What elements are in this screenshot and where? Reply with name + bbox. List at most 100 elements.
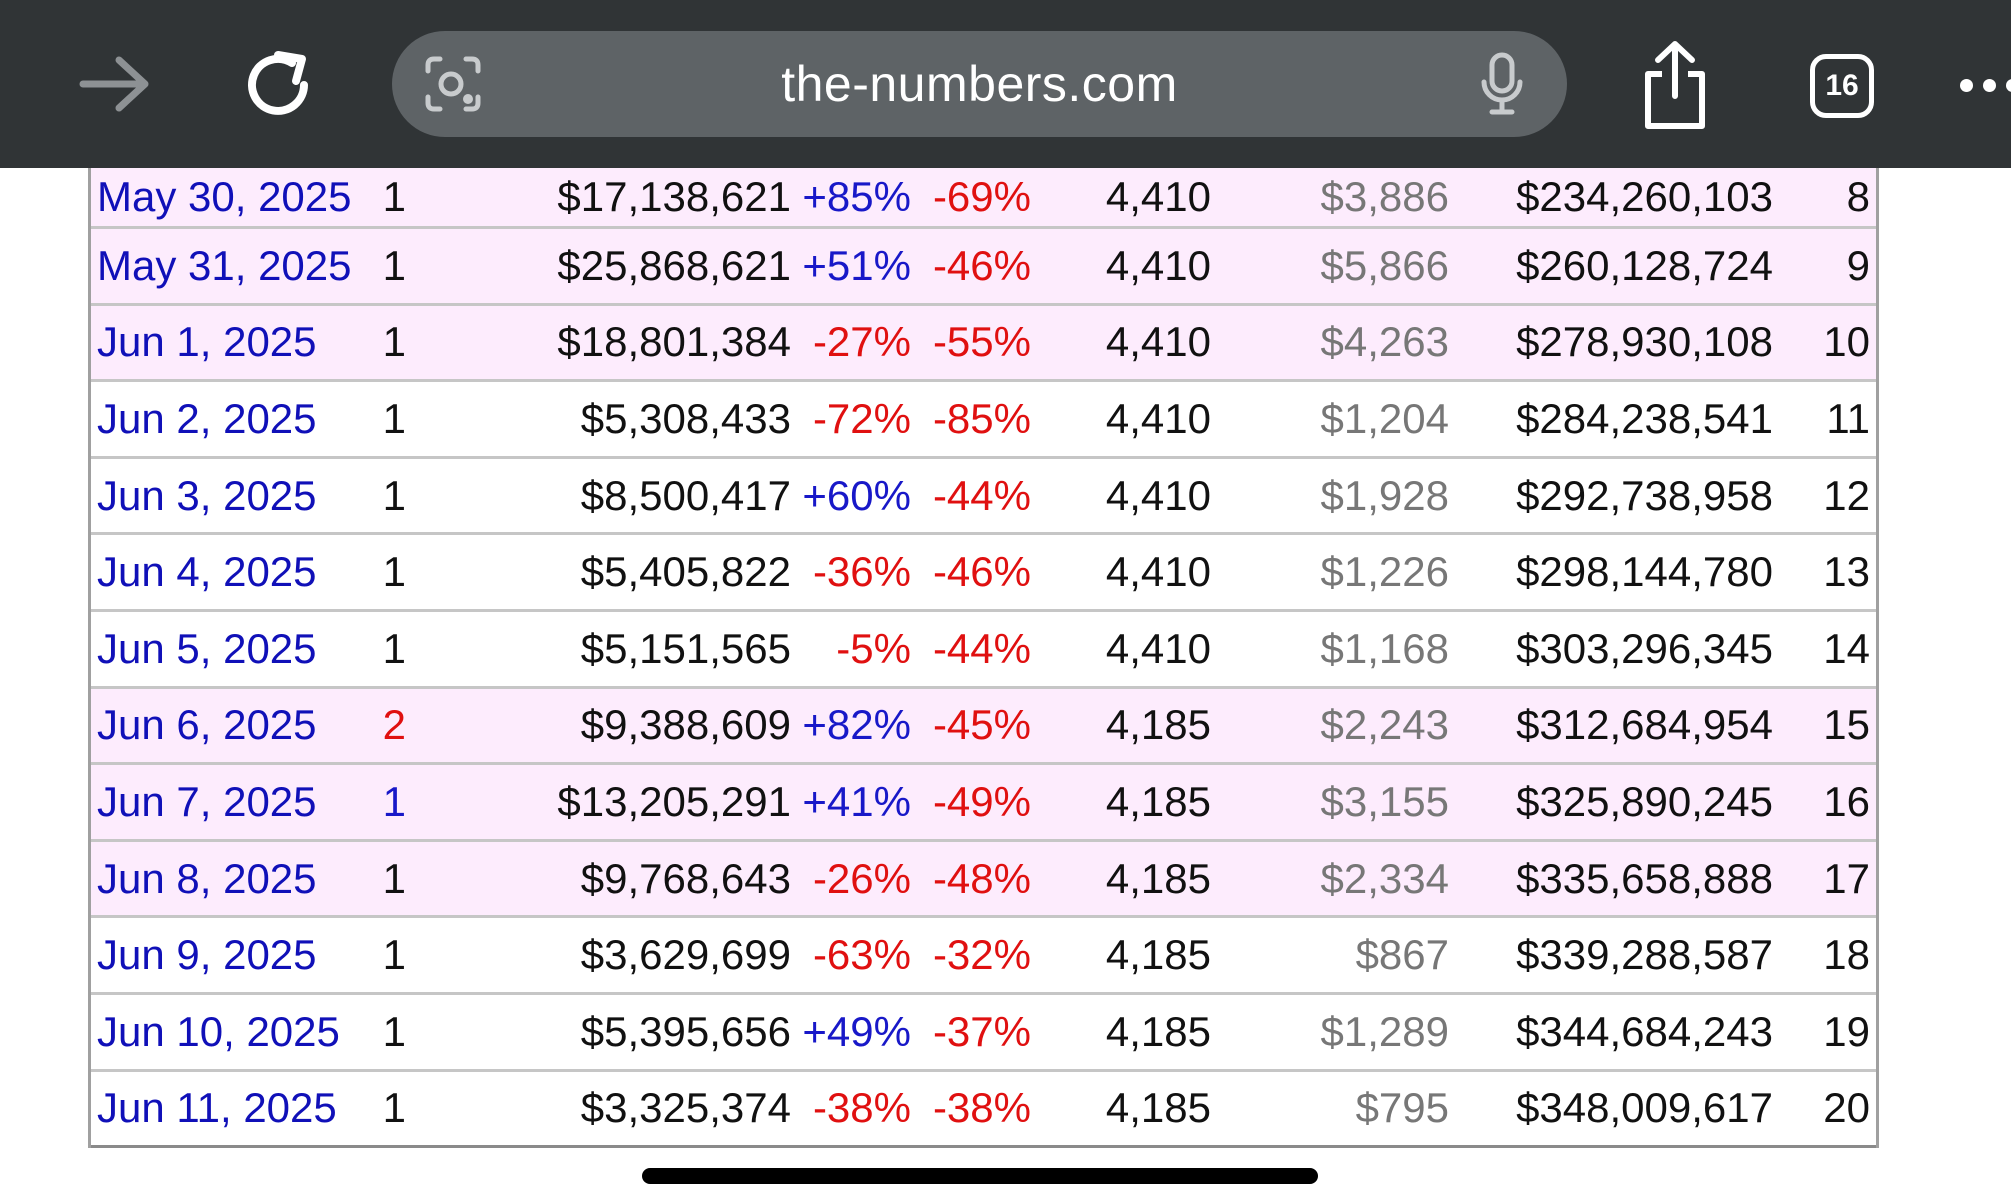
day-number-cell: 19 [1823,1007,1870,1055]
rank-cell: 1 [382,854,406,902]
table-row: May 31, 2025 1 $25,868,621 +51% -46% 4,410 $5,… [91,229,1876,306]
daily-change-cell: +85% [802,173,911,220]
theaters-cell: 4,185 [1105,1007,1211,1055]
rank-cell: 1 [382,548,406,596]
weekly-change-cell: -46% [932,548,1031,596]
day-number-cell: 9 [1846,241,1870,289]
more-button[interactable] [1960,60,2011,110]
gross-cell: $3,629,699 [580,931,791,979]
rank-cell: 1 [382,777,406,825]
date-link[interactable]: Jun 2, 2025 [97,394,317,442]
table-row: Jun 5, 2025 1 $5,151,565 -5% -44% 4,410 $1,168… [91,612,1876,689]
rank-cell: 1 [382,624,406,672]
day-number-cell: 17 [1823,854,1870,902]
date-link[interactable]: Jun 6, 2025 [97,701,317,749]
date-link[interactable]: Jun 11, 2025 [97,1084,337,1132]
weekly-change-cell: -38% [932,1084,1031,1132]
address-bar[interactable]: the-numbers.com [392,31,1567,137]
rank-cell: 1 [382,241,406,289]
table-row: May 30, 2025 1 $17,138,621 +85% -69% 4,410 $3,… [91,168,1876,229]
reload-button[interactable] [230,40,330,130]
home-indicator[interactable] [642,1168,1318,1184]
gross-cell: $9,388,609 [580,701,791,749]
tab-switcher-button[interactable]: 16 [1806,50,1878,122]
date-link[interactable]: Jun 8, 2025 [97,854,317,902]
per-theater-average-cell: $3,155 [1320,777,1449,825]
theaters-cell: 4,410 [1105,548,1211,596]
day-number-cell: 8 [1846,173,1870,220]
day-number-cell: 16 [1823,777,1870,825]
per-theater-average-cell: $2,334 [1320,854,1449,902]
table-row: Jun 2, 2025 1 $5,308,433 -72% -85% 4,410 $1,20… [91,382,1876,459]
rank-cell: 1 [382,931,406,979]
lens-button[interactable] [422,53,484,115]
weekly-change-cell: -48% [932,854,1031,902]
day-number-cell: 18 [1823,931,1870,979]
day-number-cell: 11 [1826,394,1870,442]
total-gross-cell: $339,288,587 [1516,931,1773,979]
total-gross-cell: $284,238,541 [1516,394,1773,442]
daily-change-cell: +49% [802,1007,911,1055]
date-link[interactable]: May 30, 2025 [97,173,352,220]
weekly-change-cell: -45% [932,701,1031,749]
day-number-cell: 13 [1823,548,1870,596]
table-row: Jun 11, 2025 1 $3,325,374 -38% -38% 4,185 $795… [91,1072,1876,1149]
table-row: Jun 3, 2025 1 $8,500,417 +60% -44% 4,410 $1,92… [91,459,1876,536]
per-theater-average-cell: $3,886 [1320,173,1449,220]
date-link[interactable]: Jun 4, 2025 [97,548,317,596]
day-number-cell: 15 [1823,701,1870,749]
theaters-cell: 4,185 [1105,777,1211,825]
per-theater-average-cell: $4,263 [1320,318,1449,366]
date-link[interactable]: Jun 5, 2025 [97,624,317,672]
total-gross-cell: $234,260,103 [1516,173,1773,220]
total-gross-cell: $278,930,108 [1516,318,1773,366]
date-link[interactable]: Jun 10, 2025 [97,1007,340,1055]
theaters-cell: 4,185 [1105,854,1211,902]
theaters-cell: 4,410 [1105,241,1211,289]
table-row: Jun 6, 2025 2 $9,388,609 +82% -45% 4,185 $2,24… [91,688,1876,766]
per-theater-average-cell: $1,204 [1320,394,1449,442]
gross-cell: $3,325,374 [580,1084,791,1132]
total-gross-cell: $292,738,958 [1516,471,1773,519]
table-row: Jun 7, 2025 1 $13,205,291 +41% -49% 4,185 $3,1… [91,765,1876,842]
table-row: Jun 10, 2025 1 $5,395,656 +49% -37% 4,185 $1,2… [91,995,1876,1072]
url-text[interactable]: the-numbers.com [781,56,1178,112]
daily-change-cell: -72% [812,394,911,442]
gross-cell: $25,868,621 [557,241,791,289]
theaters-cell: 4,185 [1105,931,1211,979]
per-theater-average-cell: $5,866 [1320,241,1449,289]
day-number-cell: 14 [1823,624,1870,672]
total-gross-cell: $298,144,780 [1516,548,1773,596]
share-button[interactable] [1635,36,1715,136]
gross-cell: $5,405,822 [580,548,791,596]
weekly-change-cell: -44% [932,471,1031,519]
voice-search-button[interactable] [1477,51,1527,117]
daily-change-cell: +41% [802,777,911,825]
rank-cell: 1 [382,1084,406,1132]
share-icon [1645,41,1705,129]
weekly-change-cell: -44% [932,624,1031,672]
tab-count-badge: 16 [1810,54,1874,118]
rank-cell: 1 [382,1007,406,1055]
more-icon [1960,78,2011,92]
reload-icon [248,51,308,115]
browser-toolbar: the-numbers.com 16 [0,0,2011,168]
date-link[interactable]: Jun 9, 2025 [97,931,317,979]
rank-cell: 2 [382,701,406,749]
theaters-cell: 4,410 [1105,471,1211,519]
date-link[interactable]: Jun 3, 2025 [97,471,317,519]
daily-change-cell: -27% [812,318,911,366]
rank-cell: 1 [382,471,406,519]
daily-box-office-table: May 30, 2025 1 $17,138,621 +85% -69% 4,410 $3,… [88,168,1879,1149]
date-link[interactable]: May 31, 2025 [97,241,352,289]
date-link[interactable]: Jun 1, 2025 [97,318,317,366]
date-link[interactable]: Jun 7, 2025 [97,777,317,825]
theaters-cell: 4,410 [1105,624,1211,672]
theaters-cell: 4,410 [1105,394,1211,442]
total-gross-cell: $260,128,724 [1516,241,1773,289]
forward-button[interactable] [70,44,160,124]
table-row: Jun 9, 2025 1 $3,629,699 -63% -32% 4,185 $867 $… [91,918,1876,995]
table-row: Jun 8, 2025 1 $9,768,643 -26% -48% 4,185 $2,33… [91,841,1876,919]
per-theater-average-cell: $1,226 [1320,548,1449,596]
daily-change-cell: -63% [812,931,911,979]
